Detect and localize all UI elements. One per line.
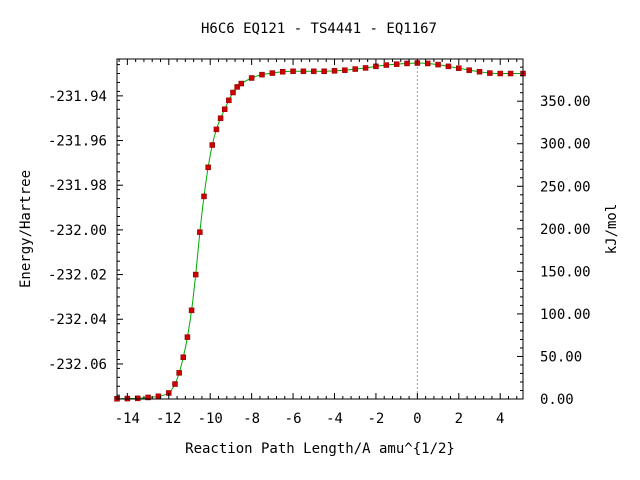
- data-point: [487, 70, 493, 76]
- y2-tick-label: 150.00: [540, 264, 591, 280]
- x-tick-label: 0: [413, 411, 421, 427]
- data-point: [393, 61, 400, 67]
- y-tick-label: -232.06: [48, 357, 107, 373]
- y2-tick-label: 50.00: [540, 349, 582, 365]
- data-point: [197, 229, 203, 235]
- x-tick-label: -6: [285, 411, 302, 427]
- data-point: [209, 142, 216, 148]
- plot-area: [114, 59, 526, 402]
- data-point: [300, 68, 307, 75]
- y-tick-label: -231.96: [48, 134, 107, 150]
- x-tick-label: -12: [156, 411, 181, 427]
- x-tick-label: -14: [115, 411, 140, 427]
- data-point: [342, 67, 348, 73]
- data-point: [248, 75, 255, 81]
- y2-axis-label: kJ/mol: [604, 204, 620, 255]
- y2-tick-label: 0.00: [540, 392, 574, 408]
- x-tick-label: -2: [367, 411, 384, 427]
- y2-tick-label: 300.00: [540, 137, 591, 153]
- y-tick-label: -232.02: [48, 268, 107, 284]
- x-axis-label: Reaction Path Length/A amu^{1/2}: [185, 441, 455, 457]
- y-tick-label: -232.00: [48, 223, 107, 239]
- y2-tick-label: 200.00: [540, 222, 591, 238]
- data-point: [445, 63, 452, 70]
- data-point: [476, 68, 483, 75]
- data-point: [201, 193, 207, 200]
- x-tick-label: -8: [243, 411, 260, 427]
- data-point: [269, 70, 276, 76]
- y2-tick-label: 250.00: [540, 179, 591, 195]
- x-tick-label: -10: [198, 411, 223, 427]
- data-point: [311, 68, 317, 75]
- data-point: [383, 62, 390, 68]
- y2-tick-label: 350.00: [540, 94, 591, 110]
- y-tick-label: -231.98: [48, 178, 107, 194]
- x-tick-label: -4: [326, 411, 343, 427]
- data-point: [507, 70, 514, 77]
- data-point: [221, 106, 228, 113]
- x-tick-label: 2: [455, 411, 463, 427]
- energy-curve: [116, 62, 523, 400]
- data-point: [145, 394, 151, 401]
- data-point: [497, 70, 503, 77]
- data-point: [172, 381, 178, 387]
- data-point: [217, 115, 224, 121]
- data-point: [435, 61, 441, 68]
- data-point: [230, 89, 236, 96]
- data-point: [205, 164, 211, 171]
- data-point: [234, 84, 240, 90]
- plot-frame: [116, 58, 524, 400]
- data-point: [362, 65, 369, 71]
- data-point: [180, 354, 187, 360]
- data-point: [331, 68, 338, 74]
- data-point: [259, 71, 265, 78]
- x-tick-label: 4: [496, 411, 504, 427]
- y-axis-label: Energy/Hartree: [18, 170, 34, 288]
- data-point: [279, 68, 286, 75]
- data-point: [352, 66, 358, 72]
- chart-title: H6C6 EQ121 - TS4441 - EQ1167: [201, 21, 437, 37]
- y2-tick-label: 100.00: [540, 307, 591, 323]
- data-point: [226, 97, 232, 104]
- y-tick-label: -231.94: [48, 89, 107, 105]
- data-point: [188, 307, 195, 314]
- data-point: [192, 271, 199, 278]
- data-point: [404, 60, 410, 67]
- data-point: [238, 80, 245, 87]
- data-point: [184, 334, 191, 340]
- y-tick-label: -232.04: [48, 312, 107, 328]
- data-point: [176, 370, 182, 376]
- data-point: [456, 65, 462, 71]
- data-point: [466, 67, 472, 73]
- data-point: [424, 60, 431, 67]
- data-point: [213, 126, 220, 133]
- data-point: [290, 68, 296, 75]
- data-point: [321, 68, 327, 75]
